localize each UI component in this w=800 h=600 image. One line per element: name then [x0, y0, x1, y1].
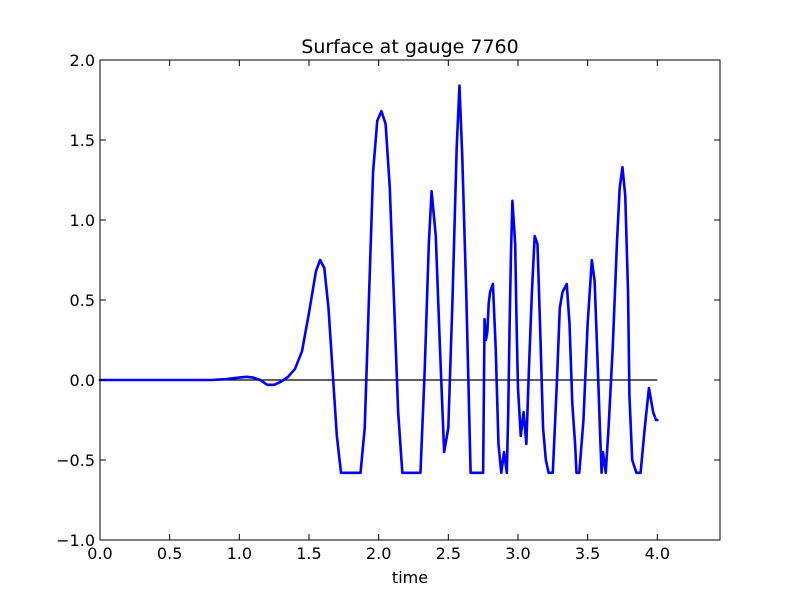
y-tick-label: 0.0 — [70, 371, 95, 390]
x-axis: 0.0 0.5 1.0 1.5 2.0 2.5 3.0 3.5 4.0 — [87, 60, 670, 563]
x-tick-label: 3.5 — [575, 544, 600, 563]
x-tick-label: 1.0 — [227, 544, 252, 563]
x-tick-label: 4.0 — [645, 544, 670, 563]
y-tick-label: −1.0 — [56, 531, 95, 550]
chart-title: Surface at gauge 7760 — [301, 36, 518, 58]
y-tick-label: 1.0 — [70, 211, 95, 230]
y-tick-label: 2.0 — [70, 51, 95, 70]
x-tick-label: 2.5 — [436, 544, 461, 563]
y-axis: −1.0 −0.5 0.0 0.5 1.0 1.5 2.0 — [56, 51, 720, 550]
plot-area — [98, 84, 659, 475]
y-tick-label: −0.5 — [56, 451, 95, 470]
x-tick-label: 0.5 — [157, 544, 182, 563]
y-tick-label: 0.5 — [70, 291, 95, 310]
plot-frame — [99, 59, 721, 541]
series-line-0 — [98, 84, 659, 475]
y-tick-label: 1.5 — [70, 131, 95, 150]
x-tick-label: 0.0 — [87, 544, 112, 563]
x-tick-label: 2.0 — [366, 544, 391, 563]
x-axis-label: time — [392, 568, 428, 587]
x-tick-label: 3.0 — [505, 544, 530, 563]
x-tick-label: 1.5 — [296, 544, 321, 563]
